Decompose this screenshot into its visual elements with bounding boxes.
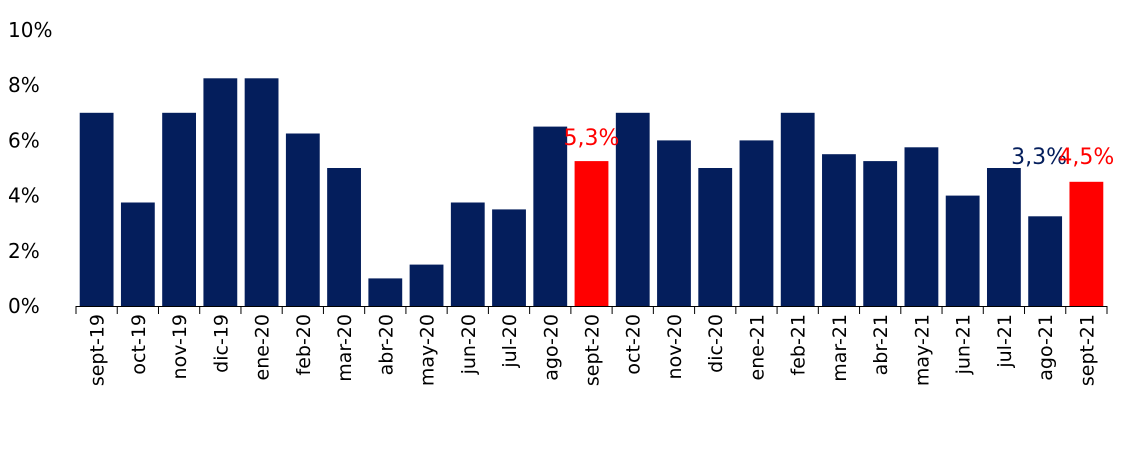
x-tick-label: mar-21: [829, 314, 851, 382]
x-tick-label: oct-20: [623, 314, 645, 375]
x-tick-label: ene-20: [252, 314, 274, 380]
x-tick-label: jul-21: [994, 314, 1016, 369]
y-tick-label: 8%: [8, 73, 40, 97]
y-tick-label: 4%: [8, 184, 40, 208]
bar-jun-21: [945, 195, 980, 306]
x-tick-label: may-20: [417, 314, 439, 386]
x-tick-label: mar-20: [334, 314, 356, 382]
bar-ene-20: [244, 78, 279, 306]
x-tick-label: feb-20: [293, 314, 315, 375]
bar-sept-20: [574, 161, 609, 306]
bar-jul-20: [492, 209, 526, 306]
bar-ago-21: [1028, 216, 1063, 306]
x-tick-label: abr-20: [375, 314, 397, 375]
bar-ago-20: [533, 126, 568, 306]
bar-nov-19: [162, 112, 197, 306]
x-tick-label: jun-20: [458, 314, 480, 375]
x-tick-label: sept-20: [582, 314, 604, 386]
x-tick-label: ago-21: [1035, 314, 1057, 381]
x-tick-label: nov-20: [664, 314, 686, 379]
x-tick-label: sept-21: [1076, 314, 1098, 386]
x-tick-label: sept-19: [87, 314, 109, 386]
y-tick-label: 6%: [8, 128, 40, 152]
x-tick-label: dic-19: [210, 314, 232, 373]
x-tick-label: dic-20: [705, 314, 727, 373]
x-tick-label: nov-19: [169, 314, 191, 379]
x-tick-label: may-21: [911, 314, 933, 386]
bar-jul-21: [986, 168, 1021, 306]
bar-oct-19: [120, 202, 155, 306]
data-label: 4,5%: [1058, 145, 1114, 170]
y-tick-label: 10%: [8, 18, 52, 42]
bar-abr-20: [368, 278, 403, 306]
bar-may-21: [904, 147, 939, 306]
y-tick-label: 0%: [8, 294, 40, 318]
bar-abr-21: [863, 161, 898, 306]
bar-jun-20: [450, 202, 485, 306]
bar-nov-20: [657, 140, 691, 306]
bar-mar-21: [822, 154, 856, 306]
x-tick-label: jun-21: [953, 314, 975, 375]
bar-sept-19: [79, 112, 114, 306]
bar-dic-19: [203, 78, 238, 306]
data-label: 3,3%: [1011, 145, 1067, 170]
x-tick-label: feb-21: [788, 314, 810, 375]
x-tick-label: ene-21: [746, 314, 768, 380]
x-tick-label: oct-19: [128, 314, 150, 375]
bar-feb-20: [285, 133, 320, 306]
x-tick-label: jul-20: [499, 314, 521, 369]
bar-sept-21: [1069, 181, 1104, 306]
y-tick-label: 2%: [8, 239, 40, 263]
bar-mar-20: [327, 168, 361, 306]
bar-dic-20: [698, 168, 733, 306]
bar-may-20: [409, 264, 444, 306]
bar-oct-20: [615, 112, 650, 306]
bar-feb-21: [780, 112, 815, 306]
x-tick-label: abr-21: [870, 314, 892, 375]
data-label: 5,3%: [564, 126, 620, 151]
bar-ene-21: [739, 140, 774, 306]
x-tick-label: ago-20: [540, 314, 562, 381]
